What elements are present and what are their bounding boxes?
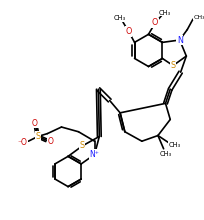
Text: N: N: [176, 35, 182, 44]
Text: O: O: [32, 119, 38, 128]
Text: CH₃: CH₃: [159, 151, 171, 158]
Text: O: O: [151, 18, 157, 28]
Text: CH₃: CH₃: [168, 142, 180, 148]
Text: N⁺: N⁺: [89, 150, 99, 159]
Text: ⁻O: ⁻O: [18, 138, 28, 147]
Text: S: S: [35, 132, 40, 141]
Text: O: O: [47, 137, 53, 146]
Text: CH₃: CH₃: [158, 10, 170, 16]
Text: O: O: [125, 27, 131, 36]
Text: CH₃: CH₃: [193, 15, 204, 20]
Text: CH₃: CH₃: [113, 15, 126, 21]
Text: S: S: [170, 61, 175, 70]
Text: S: S: [79, 141, 84, 150]
